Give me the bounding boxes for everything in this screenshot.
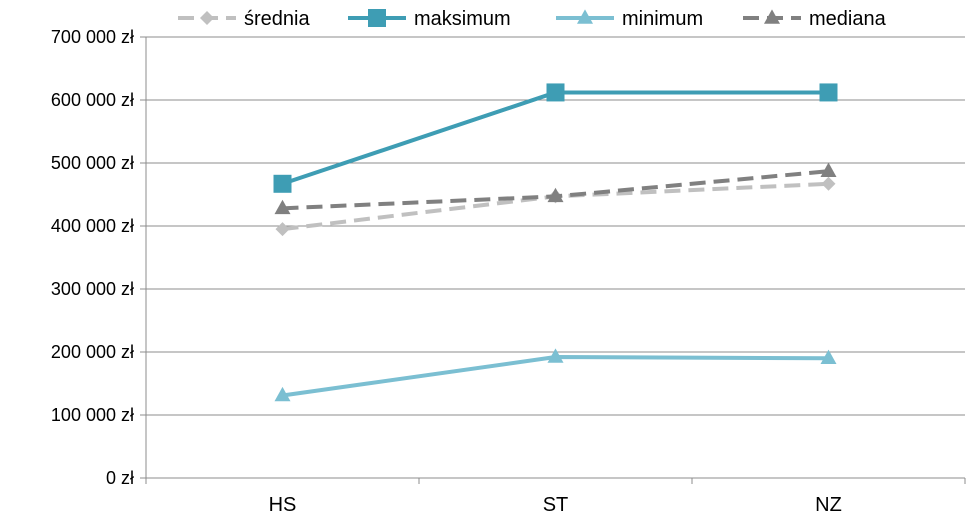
data-point-minimum (547, 348, 564, 363)
legend-marker-średnia (200, 11, 214, 25)
series-line-minimum (282, 355, 829, 398)
x-tick-label: NZ (815, 494, 842, 516)
data-point-maksimum (819, 83, 838, 102)
legend-label: mediana (809, 8, 887, 30)
data-point-maksimum (546, 83, 565, 102)
data-point-mediana (547, 187, 564, 203)
legend-marker-maksimum (368, 9, 386, 27)
series-line-maksimum (281, 90, 829, 186)
x-tick-label: ST (543, 494, 569, 516)
y-tick-label: 300 000 zł (51, 279, 134, 299)
data-point-maksimum (273, 174, 292, 193)
data-point-mediana (274, 199, 291, 215)
y-tick-label: 500 000 zł (51, 153, 134, 173)
data-point-minimum (274, 386, 291, 402)
data-point-średnia (275, 222, 290, 237)
legend-marker-mediana (764, 9, 780, 24)
y-tick-label: 0 zł (106, 468, 134, 488)
legend-label: minimum (622, 8, 703, 30)
legend-label: maksimum (414, 8, 511, 30)
legend-label: średnia (244, 8, 310, 30)
legend-marker-minimum (577, 9, 593, 24)
y-tick-label: 600 000 zł (51, 90, 134, 110)
y-tick-label: 100 000 zł (51, 405, 134, 425)
y-tick-label: 200 000 zł (51, 342, 134, 362)
x-tick-label: HS (269, 494, 297, 516)
data-point-mediana (820, 162, 837, 177)
y-tick-label: 700 000 zł (51, 27, 134, 47)
data-point-średnia (821, 176, 836, 191)
data-point-minimum (820, 349, 837, 365)
y-tick-label: 400 000 zł (51, 216, 134, 236)
